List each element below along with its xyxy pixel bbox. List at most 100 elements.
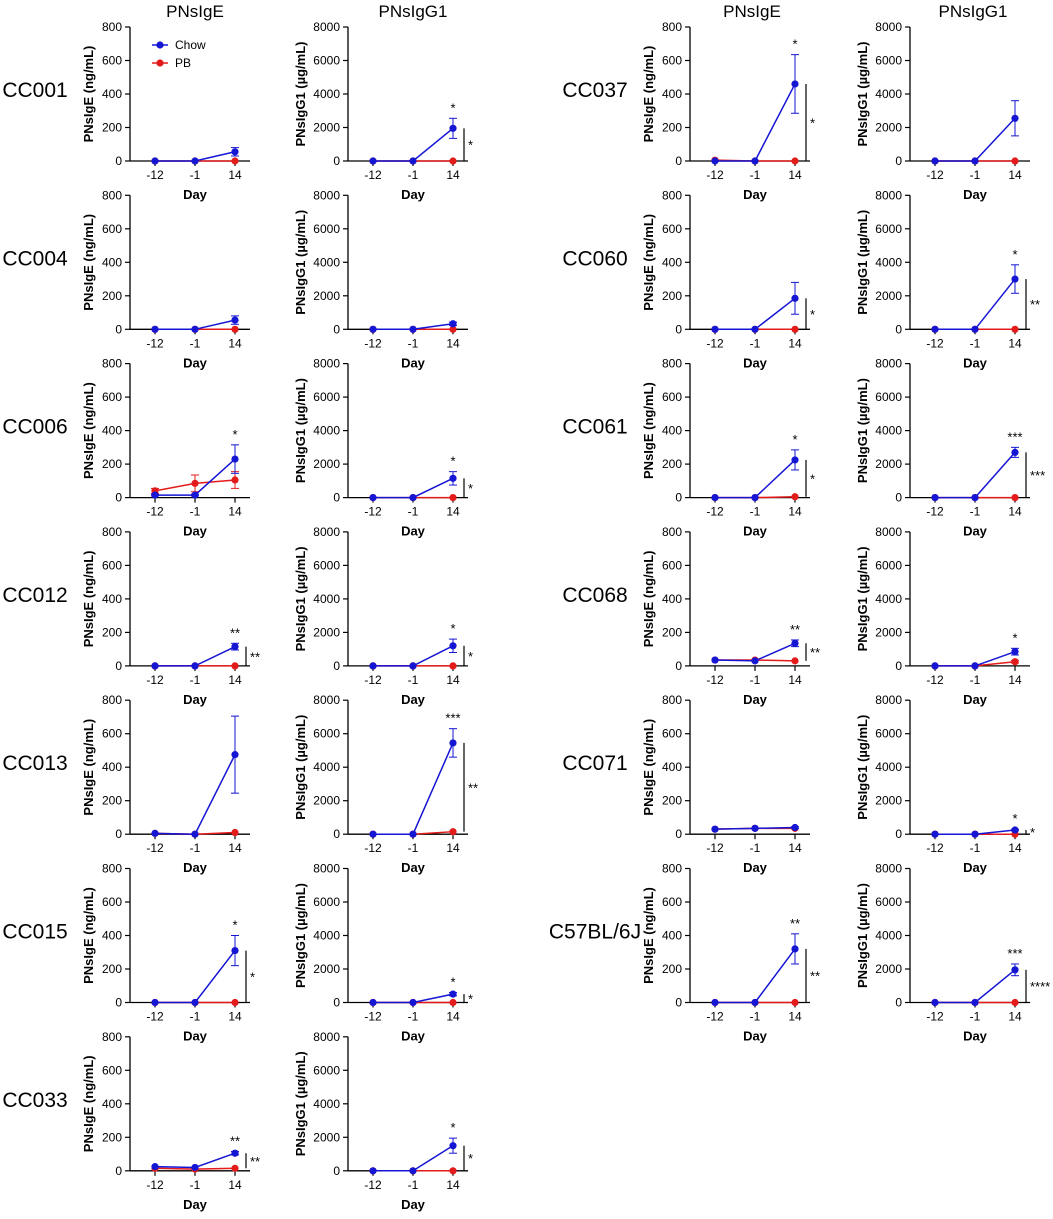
panel-c57bl6j-ige-chow-point <box>791 945 799 953</box>
column-title-3: PNsIgE <box>723 2 781 21</box>
panel-cc012-ige-x-tick-label: -1 <box>190 673 201 687</box>
panel-cc001-ige-pb-point <box>231 157 239 165</box>
panel-cc068-ige-y-tick-label: 0 <box>675 659 682 673</box>
panel-cc006-igg1-x-tick-label: -1 <box>408 505 419 519</box>
panel-cc061-ige-y-tick-label: 600 <box>662 390 682 404</box>
panel-cc015-ige-y-tick-label: 800 <box>102 862 122 876</box>
panel-cc004-igg1-y-tick-label: 2000 <box>313 289 340 303</box>
panel-cc015-igg1-x-tick-label: 14 <box>446 1010 460 1024</box>
panel-cc013-igg1-y-tick-label: 0 <box>333 827 340 841</box>
legend-label-pb: PB <box>175 56 191 70</box>
panel-cc015-igg1-x-tick-label: -1 <box>408 1010 419 1024</box>
panel-cc013-ige-y-tick-label: 200 <box>102 794 122 808</box>
panel-cc015-igg1-chow-point <box>449 990 457 998</box>
panel-cc013-ige-x-tick-label: -1 <box>190 841 201 855</box>
panel-cc004-igg1-y-tick-label: 6000 <box>313 222 340 236</box>
panel-cc061-igg1-x-tick-label: -1 <box>970 505 981 519</box>
panel-cc037-ige-y-axis-title: PNsIgE (ng/mL) <box>641 46 656 143</box>
panel-cc013-igg1-bracket-significance: ** <box>468 780 478 795</box>
panel-cc037-ige-x-axis-title: Day <box>743 187 768 202</box>
panel-cc068-ige-pb-point <box>791 657 799 665</box>
panel-cc060-ige-y-tick-label: 600 <box>662 222 682 236</box>
panel-cc013-igg1-chow-point <box>369 830 377 838</box>
panel-c57bl6j-ige-y-tick-label: 800 <box>662 862 682 876</box>
panel-cc033-ige-x-axis-title: Day <box>183 1197 208 1212</box>
panel-cc004-ige-x-tick-label: 14 <box>228 336 242 350</box>
panel-cc015-ige-y-tick-label: 400 <box>102 929 122 943</box>
panel-cc012-igg1-significance: * <box>450 621 455 636</box>
panel-cc060-igg1-bracket-significance: ** <box>1030 297 1040 312</box>
panel-cc071-igg1-chow-point <box>931 830 939 838</box>
panel-cc071-igg1-x-axis-title: Day <box>963 860 988 875</box>
panel-cc013-ige-y-tick-label: 600 <box>102 727 122 741</box>
panel-cc033-igg1-x-tick-label: -12 <box>364 1178 382 1192</box>
panel-cc037-igg1-y-axis-title: PNsIgG1 (µg/mL) <box>855 42 870 147</box>
panel-cc068-igg1-x-tick-label: -12 <box>926 673 944 687</box>
panel-cc033-igg1-chow-point <box>449 1142 457 1150</box>
panel-cc006-igg1-y-tick-label: 8000 <box>313 357 340 371</box>
panel-cc004-igg1-y-tick-label: 0 <box>333 322 340 336</box>
panel-cc060-igg1-chow-line <box>935 278 1016 331</box>
panel-cc004-ige-y-tick-label: 800 <box>102 188 122 202</box>
panel-cc001-igg1-x-axis-title: Day <box>401 187 426 202</box>
panel-cc061-igg1-y-tick-label: 4000 <box>875 424 902 438</box>
panel-cc015-ige-x-axis-title: Day <box>183 1029 208 1044</box>
panel-c57bl6j-ige-x-axis-title: Day <box>743 1029 768 1044</box>
panel-cc068-igg1-x-tick-label: -1 <box>970 673 981 687</box>
panel-cc033-ige-y-tick-label: 200 <box>102 1130 122 1144</box>
panel-c57bl6j-igg1-y-tick-label: 8000 <box>875 862 902 876</box>
panel-cc061-igg1-chow-point <box>931 494 939 502</box>
panel-cc033-igg1-x-axis-title: Day <box>401 1197 426 1212</box>
panel-cc004-igg1-y-tick-label: 8000 <box>313 188 340 202</box>
panel-cc071-igg1-bracket-significance: * <box>1030 825 1035 840</box>
panel-cc061-ige-chow-point <box>791 456 799 464</box>
panel-cc068-igg1-y-axis-title: PNsIgG1 (µg/mL) <box>855 546 870 651</box>
panel-cc012-igg1-chow-point <box>409 662 417 670</box>
panel-cc012-ige-chow-point <box>191 662 199 670</box>
panel-cc033-ige-y-tick-label: 800 <box>102 1030 122 1044</box>
panel-cc060-igg1-x-tick-label: -12 <box>926 336 944 350</box>
panel-cc004-ige-x-tick-label: -12 <box>146 336 164 350</box>
panel-cc012-igg1-x-tick-label: 14 <box>446 673 460 687</box>
panel-cc037-ige-y-tick-label: 0 <box>675 154 682 168</box>
panel-cc060-igg1-pb-point <box>1011 325 1019 333</box>
panel-cc068-igg1-y-tick-label: 6000 <box>875 558 902 572</box>
panel-cc001-igg1-x-tick-label: -1 <box>408 168 419 182</box>
panel-c57bl6j-ige-y-axis-title: PNsIgE (ng/mL) <box>641 887 656 984</box>
panel-cc037-ige-chow-point <box>751 157 759 165</box>
panel-cc015-ige-bracket-significance: * <box>250 970 255 985</box>
strain-label-cc061: CC061 <box>562 416 627 439</box>
panel-cc060-igg1-chow-point <box>931 325 939 333</box>
panel-cc013-igg1-pb-point <box>449 828 457 836</box>
panel-cc071-ige-x-axis-title: Day <box>743 860 768 875</box>
panel-cc061-ige-x-axis-title: Day <box>743 524 768 539</box>
panel-cc071-ige-y-tick-label: 400 <box>662 760 682 774</box>
panel-cc006-igg1-x-tick-label: 14 <box>446 505 460 519</box>
panel-cc013-ige-y-tick-label: 400 <box>102 760 122 774</box>
panel-cc071-igg1-y-tick-label: 6000 <box>875 727 902 741</box>
panel-cc012-igg1-y-axis-title: PNsIgG1 (µg/mL) <box>293 546 308 651</box>
panel-cc012-igg1-chow-point <box>449 642 457 650</box>
panel-cc006-ige-x-axis-title: Day <box>183 524 208 539</box>
panel-cc060-igg1-y-tick-label: 8000 <box>875 188 902 202</box>
strain-label-cc001: CC001 <box>2 79 67 102</box>
panel-cc001-igg1-x-tick-label: -12 <box>364 168 382 182</box>
panel-cc001-igg1-y-tick-label: 8000 <box>313 20 340 34</box>
panel-cc012-igg1-bracket-significance: * <box>468 649 473 664</box>
panel-cc015-igg1-y-tick-label: 8000 <box>313 862 340 876</box>
panel-cc060-ige-y-tick-label: 800 <box>662 188 682 202</box>
panel-cc037-igg1-chow-line <box>935 117 1016 162</box>
panel-c57bl6j-igg1-significance: *** <box>1007 946 1022 961</box>
panel-cc012-ige-bracket-significance: ** <box>250 649 260 664</box>
panel-c57bl6j-ige-bracket-significance: ** <box>810 969 820 984</box>
panel-cc013-igg1-significance: *** <box>445 711 460 726</box>
panel-cc004-igg1-chow-point <box>409 325 417 333</box>
strain-label-cc012: CC012 <box>2 584 67 607</box>
panel-cc013-ige-chow-line <box>154 754 236 835</box>
panel-cc037-ige-significance: * <box>792 37 797 52</box>
panel-cc004-ige-chow-point <box>151 325 159 333</box>
panel-cc015-ige-x-tick-label: -1 <box>190 1010 201 1024</box>
panel-cc015-igg1-chow-point <box>409 998 417 1007</box>
panel-cc037-ige-chow-point <box>791 80 799 88</box>
panel-cc012-ige-y-tick-label: 800 <box>102 525 122 539</box>
